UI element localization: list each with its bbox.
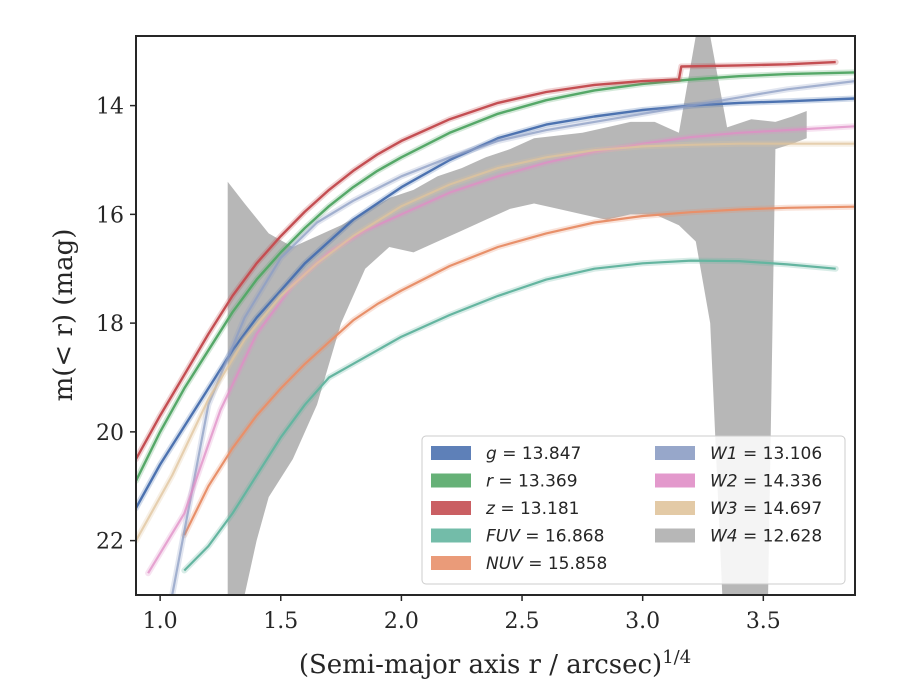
legend-swatch-r <box>431 473 471 488</box>
series-band-w4 <box>227 36 807 595</box>
x-tick-label: 1.0 <box>143 609 178 634</box>
legend-box <box>421 435 846 585</box>
legend-swatch-w3 <box>655 501 695 515</box>
legend-label-w2: W2 = 14.336 <box>710 472 822 492</box>
x-tick-label: 1.5 <box>263 609 298 634</box>
x-tick-label: 2.0 <box>384 609 419 634</box>
y-tick-label: 14 <box>96 95 124 120</box>
series-line-z <box>136 60 836 460</box>
legend-label-fuv: FUV = 16.868 <box>486 527 604 547</box>
y-tick-label: 18 <box>96 312 124 337</box>
legend-label-z: z = 13.181 <box>485 499 579 519</box>
legend-swatch-w4 <box>655 528 695 543</box>
x-tick-label: 3.5 <box>746 609 781 634</box>
y-tick-label: 16 <box>96 203 124 228</box>
y-tick-label: 22 <box>96 530 124 555</box>
series-line-w3 <box>136 142 855 542</box>
series-line-w2 <box>147 125 855 574</box>
ticks-layer: 1.0 1.5 2.0 2.5 3.0 3.5 14 16 18 20 22 <box>96 95 781 634</box>
legend-swatch-z <box>431 501 471 515</box>
legend: g = 13.847 r = 13.369 z = 13.181 FUV = 16.8… <box>421 435 846 585</box>
legend-swatch-w1 <box>655 446 695 460</box>
legend-label-w3: W3 = 14.697 <box>710 499 822 519</box>
legend-swatch-g <box>431 446 471 460</box>
legend-swatch-nuv <box>431 556 471 570</box>
series-line-g <box>136 97 855 509</box>
legend-label-nuv: NUV = 15.858 <box>486 554 607 574</box>
legend-label-g: g = 13.847 <box>486 444 581 464</box>
legend-swatch-fuv <box>431 528 471 543</box>
x-axis-label: (Semi-major axis r / arcsec)1/4 <box>299 647 691 680</box>
series-line-fuv <box>183 259 836 572</box>
legend-label-w1: W1 = 13.106 <box>710 444 822 464</box>
series-line-w1 <box>171 80 855 595</box>
series-line-r <box>136 71 855 482</box>
series-line-nuv <box>183 205 855 536</box>
plot-frame <box>135 35 856 596</box>
y-tick-label: 20 <box>96 421 124 446</box>
y-axis-label: m(< r) (mag) <box>49 229 79 402</box>
data-layer <box>136 36 855 595</box>
x-tick-label: 3.0 <box>625 609 660 634</box>
legend-label-w4: W4 = 12.628 <box>710 527 822 547</box>
x-tick-label: 2.5 <box>505 609 540 634</box>
legend-label-r: r = 13.369 <box>486 472 578 492</box>
legend-swatch-w2 <box>655 473 695 488</box>
